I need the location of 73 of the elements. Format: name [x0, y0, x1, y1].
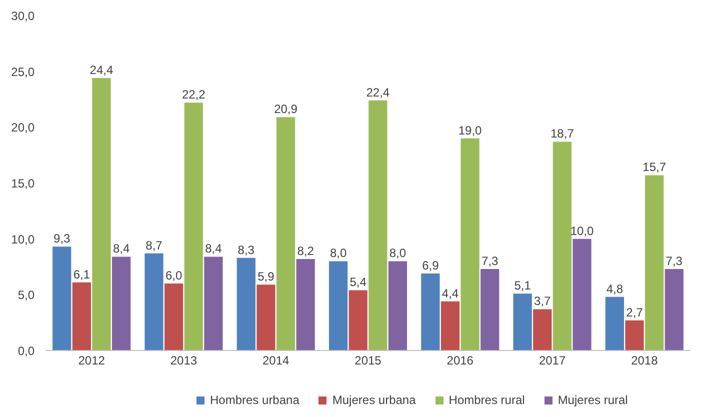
y-tick-label: 15,0 — [11, 176, 35, 191]
data-label: 22,2 — [182, 88, 206, 102]
data-label: 18,7 — [550, 126, 574, 141]
bar — [664, 269, 684, 351]
y-tick-label: 30,0 — [11, 9, 35, 23]
data-label: 20,9 — [274, 102, 298, 116]
bar — [72, 282, 91, 351]
bar — [348, 290, 368, 351]
bar — [421, 273, 440, 351]
bar — [92, 78, 111, 351]
y-tick-label: 10,0 — [11, 232, 35, 246]
data-label: 5,1 — [514, 278, 532, 293]
x-tick-label: 2014 — [262, 354, 290, 368]
bar — [605, 296, 624, 351]
legend-label: Hombres rural — [448, 393, 525, 407]
data-label: 8,4 — [205, 242, 222, 256]
x-tick-label: 2015 — [354, 354, 382, 368]
data-label: 22,4 — [366, 85, 390, 100]
x-tick-label: 2012 — [78, 354, 106, 368]
x-tick-label: 2013 — [170, 354, 198, 368]
bar — [164, 284, 184, 351]
data-label: 8,0 — [389, 246, 406, 260]
bar — [645, 175, 664, 351]
bar — [533, 309, 552, 351]
y-tick-label: 20,0 — [11, 120, 35, 135]
data-label: 3,7 — [534, 294, 552, 308]
data-label: 24,4 — [90, 63, 114, 78]
data-label: 8,0 — [330, 246, 347, 260]
x-tick-label: 2018 — [631, 354, 658, 368]
x-tick-label: 2016 — [446, 354, 474, 368]
bar — [328, 261, 348, 351]
legend-label: Mujeres urbana — [332, 393, 416, 407]
bar — [184, 102, 203, 351]
data-label: 9,3 — [54, 232, 71, 246]
bar — [460, 138, 480, 351]
bar — [52, 246, 72, 351]
bar — [440, 301, 460, 351]
bar — [256, 284, 276, 351]
bar — [552, 142, 572, 351]
data-label: 7,3 — [482, 254, 499, 268]
bar — [368, 100, 388, 351]
data-label: 7,3 — [666, 254, 683, 268]
data-label: 8,4 — [112, 242, 130, 256]
data-label: 6,9 — [422, 258, 440, 272]
legend-label: Hombres urbana — [210, 393, 300, 407]
data-label: 5,4 — [350, 275, 367, 290]
bar — [296, 258, 315, 351]
data-label: 15,7 — [642, 160, 666, 174]
legend-label: Mujeres rural — [558, 393, 628, 407]
bar — [144, 253, 164, 351]
data-label: 4,8 — [606, 282, 624, 296]
data-label: 8,3 — [238, 242, 255, 257]
x-tick-label: 2017 — [538, 354, 566, 368]
y-tick-label: 5,0 — [18, 288, 35, 302]
data-label: 8,2 — [297, 244, 314, 258]
y-tick-label: 0,0 — [18, 344, 35, 358]
data-label: 5,9 — [258, 270, 275, 284]
bar — [276, 117, 296, 351]
data-label: 8,7 — [146, 238, 163, 252]
bar — [112, 256, 131, 351]
data-label: 6,1 — [73, 267, 90, 282]
data-label: 4,4 — [442, 286, 459, 300]
bar — [480, 269, 500, 351]
bar — [204, 256, 223, 351]
y-tick-label: 25,0 — [11, 64, 35, 79]
bar — [572, 238, 592, 351]
data-label: 19,0 — [458, 123, 482, 138]
bar — [388, 261, 408, 351]
bar — [236, 258, 256, 351]
data-label: 2,7 — [626, 305, 644, 320]
bar — [625, 320, 644, 351]
bar — [513, 294, 532, 351]
data-label: 6,0 — [165, 268, 182, 283]
